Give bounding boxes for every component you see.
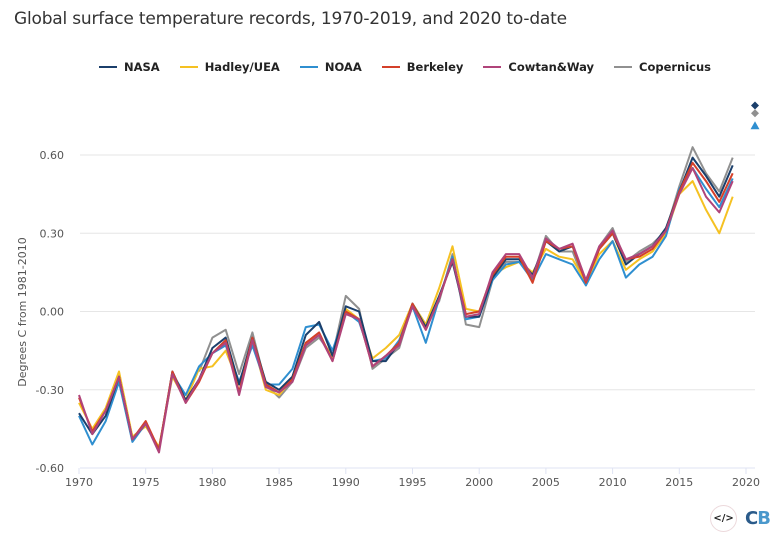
x-tick-label: 2020 <box>732 476 760 489</box>
series-line-nasa[interactable] <box>78 156 734 451</box>
y-tick-label: 0.30 <box>40 227 65 240</box>
legend-swatch <box>614 65 632 69</box>
marker-2020-copernicus[interactable] <box>751 109 759 118</box>
marker-2020-noaa[interactable] <box>750 121 760 130</box>
x-tick-label: 2015 <box>665 476 693 489</box>
x-tick-label: 2005 <box>532 476 560 489</box>
legend-item-cowtan-way[interactable]: Cowtan&Way <box>483 60 594 74</box>
logo-c: C <box>745 508 758 529</box>
legend-item-copernicus[interactable]: Copernicus <box>614 60 711 74</box>
legend-item-noaa[interactable]: NOAA <box>299 60 362 74</box>
x-tick-label: 2010 <box>599 476 627 489</box>
legend-label: Cowtan&Way <box>508 60 594 74</box>
carbon-brief-logo: CB <box>745 508 771 529</box>
series-line-noaa[interactable] <box>78 167 734 451</box>
legend-item-nasa[interactable]: NASA <box>98 60 160 74</box>
chart-title: Global surface temperature records, 1970… <box>14 9 567 29</box>
legend-label: Berkeley <box>406 60 464 74</box>
y-tick-label: -0.30 <box>36 384 64 397</box>
y-tick-label: 0.60 <box>40 149 65 162</box>
legend-item-berkeley[interactable]: Berkeley <box>381 60 464 74</box>
legend-label: NASA <box>123 60 160 74</box>
series-line-cowtan-way[interactable] <box>78 167 734 454</box>
legend-swatch <box>381 65 400 69</box>
y-tick-label: 0.00 <box>40 306 65 319</box>
series-line-hadley-uea[interactable] <box>78 180 734 449</box>
x-tick-label: 1985 <box>265 476 293 489</box>
footer: </> CB <box>710 505 771 532</box>
y-axis-label: Degrees C from 1981-2010 <box>16 237 29 387</box>
y-tick-label: -0.60 <box>36 462 64 475</box>
x-tick-label: 1975 <box>132 476 160 489</box>
x-tick-label: 2000 <box>465 476 493 489</box>
legend-item-hadley-uea[interactable]: Hadley/UEA <box>179 60 280 74</box>
legend-swatch <box>483 65 502 69</box>
x-tick-label: 1990 <box>332 476 360 489</box>
legend-label: Copernicus <box>639 60 712 74</box>
series-line-copernicus[interactable] <box>198 146 734 399</box>
x-tick-label: 1980 <box>198 476 226 489</box>
legend-swatch <box>299 65 318 69</box>
legend-swatch <box>98 65 117 69</box>
marker-2020-nasa[interactable] <box>751 101 759 110</box>
legend-label: NOAA <box>324 60 362 74</box>
x-tick-label: 1995 <box>399 476 427 489</box>
legend-label: Hadley/UEA <box>204 60 280 74</box>
series-line-berkeley[interactable] <box>78 161 734 451</box>
legend: NASA Hadley/UEA NOAA Berkeley Cowtan&Way Cope… <box>0 60 780 74</box>
logo-b: B <box>757 508 771 529</box>
legend-swatch <box>179 65 198 69</box>
code-embed-icon[interactable]: </> <box>710 505 738 532</box>
x-tick-label: 1970 <box>65 476 93 489</box>
